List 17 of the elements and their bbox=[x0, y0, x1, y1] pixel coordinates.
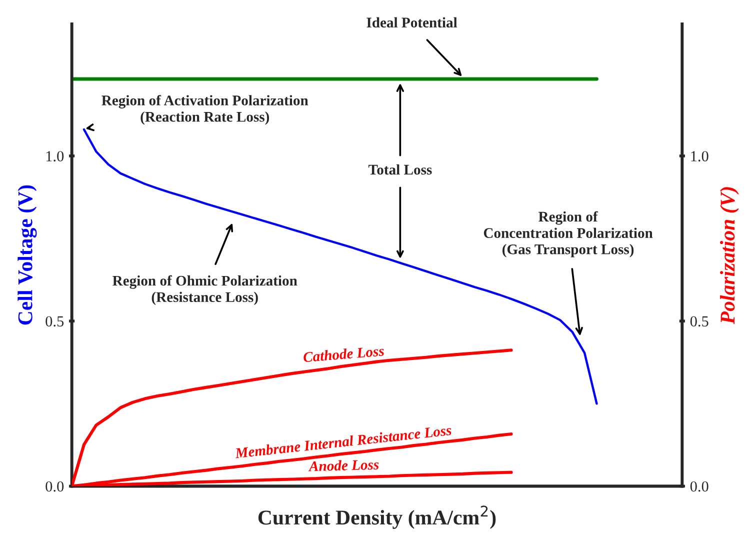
annotation: Region of Concentration Polarization (Gas Transport Loss) bbox=[484, 211, 653, 258]
annotation: Total Loss bbox=[368, 164, 432, 175]
y2-axis-title: Polarization (V) bbox=[720, 187, 739, 324]
y2-tick-label: 1.0 bbox=[691, 151, 708, 162]
y2-tick-label: 0.5 bbox=[690, 316, 708, 327]
y-tick-label: 1.0 bbox=[46, 151, 64, 162]
annotation: Ideal Potential bbox=[366, 17, 458, 28]
series-label: Cathode Loss bbox=[303, 345, 384, 362]
text: Membrane Internal Resistance Loss bbox=[234, 424, 452, 458]
x-axis-title: Current Density (mA/cm$^{2}$) bbox=[258, 506, 496, 529]
y2-tick-label: 0.0 bbox=[690, 481, 708, 492]
y-axis-title: Cell Voltage (V) bbox=[18, 185, 37, 325]
y-tick-label: 0.0 bbox=[46, 481, 64, 492]
annotation: Region of Ohmic Polarization (Resistance Loss) bbox=[112, 275, 298, 306]
series-label: Anode Loss bbox=[308, 459, 379, 472]
annotation: Region of Activation Polarization (Reaction Rate Loss) bbox=[102, 94, 308, 125]
y-tick-label: 0.5 bbox=[46, 316, 64, 327]
